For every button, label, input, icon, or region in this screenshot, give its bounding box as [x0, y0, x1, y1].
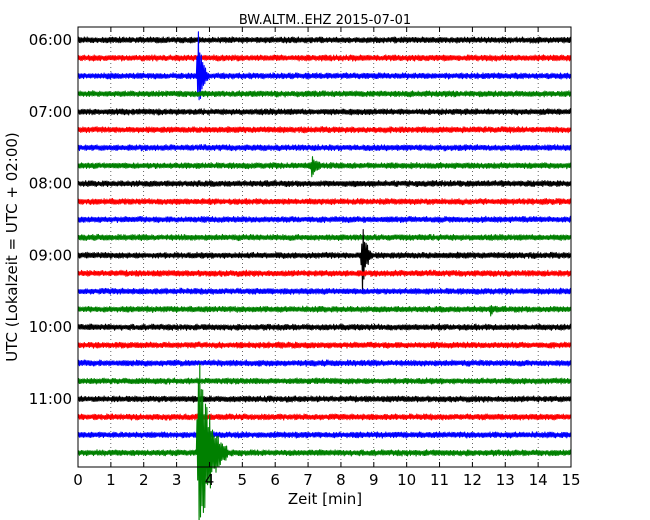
- x-tick-label: 10: [397, 471, 416, 489]
- x-tick-label: 0: [73, 471, 83, 489]
- x-axis: 0 1 2 3 4 5 6 7 8 9 10 11 12 13 14 15: [73, 27, 581, 489]
- trace-0900: [77, 229, 572, 294]
- grid-lines: [110, 27, 539, 467]
- x-tick-label: 14: [529, 471, 548, 489]
- y-axis-label: UTC (Lokalzeit = UTC + 02:00): [3, 132, 21, 362]
- trace-0815: [77, 197, 572, 206]
- trace-0845: [77, 233, 572, 242]
- trace-0730: [77, 144, 572, 152]
- chart-title: BW.ALTM..EHZ 2015-07-01: [239, 13, 411, 28]
- x-tick-label: 4: [205, 471, 215, 489]
- trace-0830: [77, 215, 572, 224]
- x-tick-label: 12: [463, 471, 482, 489]
- y-tick-label: 08:00: [29, 175, 72, 193]
- trace-0630: [77, 31, 572, 101]
- trace-0915: [77, 269, 572, 278]
- trace-1030: [77, 359, 572, 367]
- trace-0800: [77, 179, 572, 188]
- trace-1145: [77, 363, 572, 520]
- y-tick-label: 09:00: [29, 246, 72, 264]
- trace-0645: [77, 90, 572, 98]
- x-tick-label: 9: [369, 471, 379, 489]
- trace-0700: [77, 108, 572, 116]
- trace-1115: [77, 413, 572, 421]
- trace-0615: [77, 54, 572, 62]
- x-tick-label: 1: [106, 471, 116, 489]
- x-axis-label: Zeit [min]: [288, 490, 362, 508]
- trace-group: [77, 31, 572, 520]
- trace-1100: [77, 395, 572, 403]
- y-tick-label: 06:00: [29, 31, 72, 49]
- x-tick-label: 3: [172, 471, 182, 489]
- y-tick-label: 11:00: [29, 390, 72, 408]
- x-tick-label: 13: [496, 471, 515, 489]
- x-tick-label: 7: [303, 471, 313, 489]
- trace-0745: [77, 156, 572, 178]
- x-tick-label: 5: [238, 471, 248, 489]
- x-tick-label: 6: [270, 471, 280, 489]
- x-tick-label: 15: [561, 471, 580, 489]
- trace-0715: [77, 126, 572, 134]
- trace-0945: [77, 304, 572, 317]
- x-tick-label: 11: [430, 471, 449, 489]
- plot-frame: [77, 26, 572, 468]
- trace-1015: [77, 341, 572, 349]
- y-axis: 06:00 07:00 08:00 09:00 10:00 11:00: [29, 31, 571, 408]
- x-tick-label: 2: [139, 471, 149, 489]
- trace-0930: [77, 287, 572, 295]
- y-tick-label: 10:00: [29, 318, 72, 336]
- x-tick-label: 8: [336, 471, 346, 489]
- trace-1130: [77, 425, 572, 443]
- trace-1000: [77, 323, 572, 331]
- trace-1045: [77, 377, 572, 385]
- y-tick-label: 07:00: [29, 103, 72, 121]
- trace-0600: [77, 36, 572, 44]
